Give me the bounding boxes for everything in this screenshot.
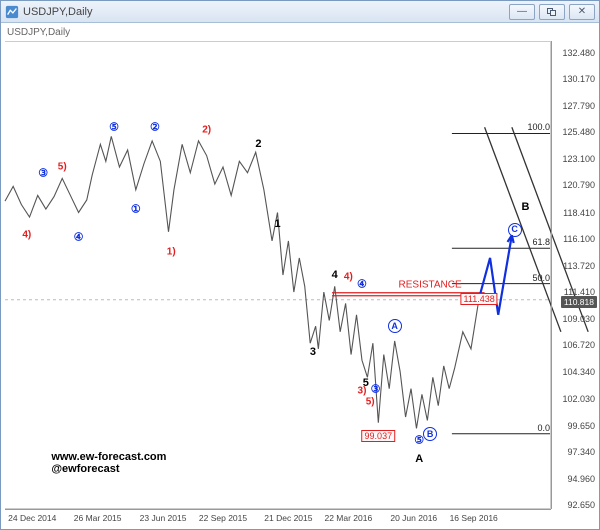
wave-label: 2 <box>255 138 261 150</box>
x-tick-label: 22 Sep 2015 <box>199 513 247 523</box>
y-tick-label: 113.720 <box>563 261 595 271</box>
y-axis: 132.480 130.170 127.790 125.480 123.100 120.7… <box>551 41 599 509</box>
wave-label: ④ <box>74 231 84 244</box>
y-tick-label: 92.650 <box>567 500 595 510</box>
maximize-button[interactable] <box>539 4 565 20</box>
y-tick-label: 130.170 <box>562 74 595 84</box>
minimize-button[interactable]: — <box>509 4 535 20</box>
wave-label: 5) <box>366 397 375 408</box>
y-tick-label: 99.650 <box>567 421 595 431</box>
chart-area[interactable]: USDJPY,Daily 0.0 50.0 61.8 100.0 RESISTANCE 1… <box>1 23 599 529</box>
x-tick-label: 24 Dec 2014 <box>8 513 56 523</box>
y-tick-label: 104.340 <box>562 367 595 377</box>
fib-level-label: 61.8 <box>532 237 550 247</box>
wave-label: C <box>508 223 522 237</box>
app-icon <box>5 5 19 19</box>
titlebar: USDJPY,Daily — ✕ <box>1 1 599 23</box>
wave-label: 4 <box>332 269 338 281</box>
x-tick-label: 16 Sep 2016 <box>450 513 498 523</box>
y-tick-label: 120.790 <box>562 180 595 190</box>
close-button[interactable]: ✕ <box>569 4 595 20</box>
wave-label: A <box>388 319 402 333</box>
y-tick-label: 94.960 <box>567 474 595 484</box>
window-title: USDJPY,Daily <box>23 6 93 18</box>
wave-label: 4) <box>22 230 31 241</box>
y-tick-label: 132.480 <box>562 48 595 58</box>
y-tick-label: 125.480 <box>562 127 595 137</box>
wave-label: ③ <box>38 166 48 179</box>
wave-label: ⑤ <box>109 121 119 134</box>
fib-level-label: 100.0 <box>527 122 550 132</box>
y-tick-label: 118.410 <box>563 208 595 218</box>
resistance-label: RESISTANCE <box>399 279 462 290</box>
plot-region[interactable]: 0.0 50.0 61.8 100.0 RESISTANCE 111.438 99.037 1… <box>5 41 551 509</box>
wave-label: ④ <box>357 278 367 291</box>
x-tick-label: 20 Jun 2016 <box>390 513 437 523</box>
x-tick-label: 22 Mar 2016 <box>324 513 372 523</box>
chart-window: USDJPY,Daily — ✕ USDJPY,Daily 0.0 50.0 61.… <box>0 0 600 530</box>
wave-label: ② <box>150 121 160 134</box>
wave-label: 3) <box>358 385 367 396</box>
wave-label: A <box>415 453 423 465</box>
wave-label: B <box>423 427 437 441</box>
price-badge: 110.818 <box>561 296 597 308</box>
y-tick-label: 102.030 <box>562 394 595 404</box>
y-tick-label: 123.100 <box>562 154 595 164</box>
x-axis: 24 Dec 2014 26 Mar 2015 23 Jun 2015 22 Sep … <box>5 509 551 529</box>
fib-level-label: 50.0 <box>532 273 550 283</box>
plot-svg <box>5 42 550 508</box>
wave-label: 3 <box>310 346 316 358</box>
y-tick-label: 106.720 <box>562 340 595 350</box>
y-tick-label: 127.790 <box>562 101 595 111</box>
watermark: www.ew-forecast.com@ewforecast <box>51 451 166 475</box>
x-tick-label: 23 Jun 2015 <box>140 513 187 523</box>
watermark-line2: @ewforecast <box>51 463 166 475</box>
wave-label: 5) <box>58 162 67 173</box>
wave-label: 4) <box>344 272 353 283</box>
x-tick-label: 21 Dec 2015 <box>264 513 312 523</box>
fib-level-label: 0.0 <box>537 423 550 433</box>
wave-label: ① <box>131 203 141 216</box>
wave-label: 2) <box>202 124 211 135</box>
wave-label: 1 <box>274 218 280 230</box>
low-value-box: 99.037 <box>362 430 396 442</box>
wave-label: ③ <box>371 382 381 395</box>
watermark-line1: www.ew-forecast.com <box>51 451 166 463</box>
y-tick-label: 109.030 <box>562 314 595 324</box>
resistance-value-box: 111.438 <box>461 293 498 305</box>
x-tick-label: 26 Mar 2015 <box>74 513 122 523</box>
y-tick-label: 97.340 <box>567 447 595 457</box>
wave-label: B <box>521 201 529 213</box>
wave-label: 1) <box>167 247 176 258</box>
chart-symbol-label: USDJPY,Daily <box>7 27 70 38</box>
y-tick-label: 116.100 <box>563 234 595 244</box>
